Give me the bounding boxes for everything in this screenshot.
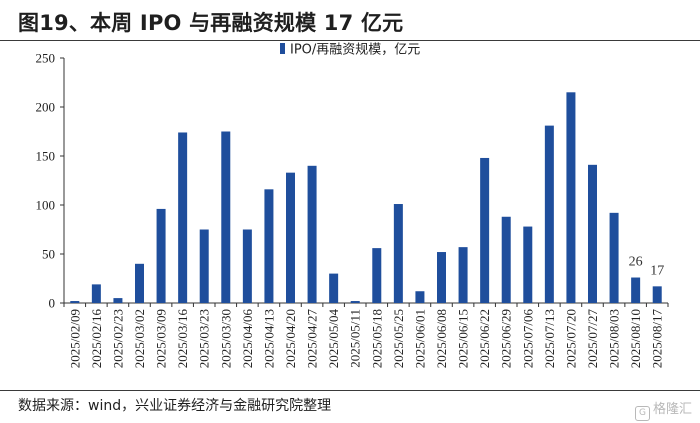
bar xyxy=(480,157,490,303)
x-tick-label: 2025/02/16 xyxy=(89,309,104,369)
bar xyxy=(242,229,252,303)
bar xyxy=(286,172,295,303)
x-tick-label: 2025/03/23 xyxy=(197,309,212,368)
bar xyxy=(588,164,597,303)
x-tick-label: 2025/05/18 xyxy=(369,309,384,368)
bar xyxy=(264,189,274,303)
page-title: 图19、本周 IPO 与再融资规模 17 亿元 xyxy=(18,11,404,35)
x-tick-label: 2025/03/09 xyxy=(154,309,169,368)
x-tick-label: 2025/07/13 xyxy=(542,309,557,368)
x-tick-label: 2025/07/20 xyxy=(563,309,578,368)
x-tick-label: 2025/04/20 xyxy=(283,309,298,368)
legend-label: IPO/再融资规模，亿元 xyxy=(290,43,420,58)
x-tick-label: 2025/05/11 xyxy=(348,309,363,368)
x-tick-label: 2025/04/27 xyxy=(305,309,320,369)
bottom-divider xyxy=(0,390,700,391)
bar xyxy=(631,277,641,303)
y-tick-label: 150 xyxy=(36,149,56,164)
bar xyxy=(523,226,533,303)
watermark-logo-icon: G xyxy=(634,406,650,421)
bar xyxy=(544,125,554,304)
x-tick-label: 2025/05/04 xyxy=(326,309,341,369)
bar xyxy=(566,92,576,303)
bar xyxy=(113,298,123,303)
watermark-text: 格隆汇 xyxy=(652,402,692,417)
source-note: 数据来源：wind，兴业证券经济与金融研究院整理 xyxy=(18,398,332,414)
y-tick-label: 200 xyxy=(36,100,56,115)
x-tick-label: 2025/08/03 xyxy=(607,309,622,368)
chart-data-labels: 26 17 xyxy=(629,255,665,279)
bar xyxy=(199,229,209,303)
x-tick-label: 2025/05/25 xyxy=(391,309,406,368)
data-label: 26 xyxy=(629,255,643,270)
x-tick-label: 2025/06/22 xyxy=(477,309,492,368)
y-tick-label: 250 xyxy=(36,51,56,66)
bar xyxy=(393,204,403,303)
bar xyxy=(609,212,619,303)
bar xyxy=(221,131,231,303)
x-tick-label: 2025/02/23 xyxy=(110,309,125,368)
bar xyxy=(652,286,662,303)
x-tick-label: 2025/06/15 xyxy=(456,309,471,368)
x-tick-label: 2025/03/16 xyxy=(175,309,190,369)
y-tick-label: 50 xyxy=(42,247,55,262)
bar xyxy=(178,132,188,303)
x-tick-label: 2025/06/29 xyxy=(499,309,514,368)
bar xyxy=(415,291,425,303)
bar xyxy=(437,252,446,303)
bar xyxy=(501,216,511,303)
x-tick-label: 2025/03/30 xyxy=(218,309,233,368)
bar xyxy=(135,263,144,303)
bar xyxy=(70,301,80,303)
chart-bars xyxy=(70,92,662,304)
x-tick-label: 2025/03/02 xyxy=(132,309,147,368)
bar xyxy=(372,248,382,303)
x-tick-label: 2025/07/27 xyxy=(585,309,600,369)
bar xyxy=(91,284,101,303)
y-tick-label: 100 xyxy=(36,198,56,213)
bar xyxy=(307,165,317,303)
legend-swatch xyxy=(280,43,285,54)
x-tick-label: 2025/04/06 xyxy=(240,309,255,369)
x-tick-label: 2025/06/08 xyxy=(434,309,449,368)
x-tick-label: 2025/04/13 xyxy=(261,309,276,368)
bar xyxy=(329,273,339,303)
chart-legend: IPO/再融资规模，亿元 xyxy=(280,43,420,58)
x-tick-label: 2025/02/09 xyxy=(67,309,82,368)
data-label: 17 xyxy=(650,263,664,278)
bar xyxy=(458,247,468,303)
watermark: G 格隆汇 xyxy=(634,398,692,421)
x-tick-label: 2025/08/17 xyxy=(650,309,665,369)
y-tick-label: 0 xyxy=(49,296,56,311)
bar xyxy=(350,301,360,303)
bar xyxy=(156,208,166,303)
x-tick-label: 2025/06/01 xyxy=(412,309,427,368)
top-divider xyxy=(0,40,700,41)
x-tick-label: 2025/08/10 xyxy=(628,309,643,368)
x-tick-label: 2025/07/06 xyxy=(520,309,535,369)
